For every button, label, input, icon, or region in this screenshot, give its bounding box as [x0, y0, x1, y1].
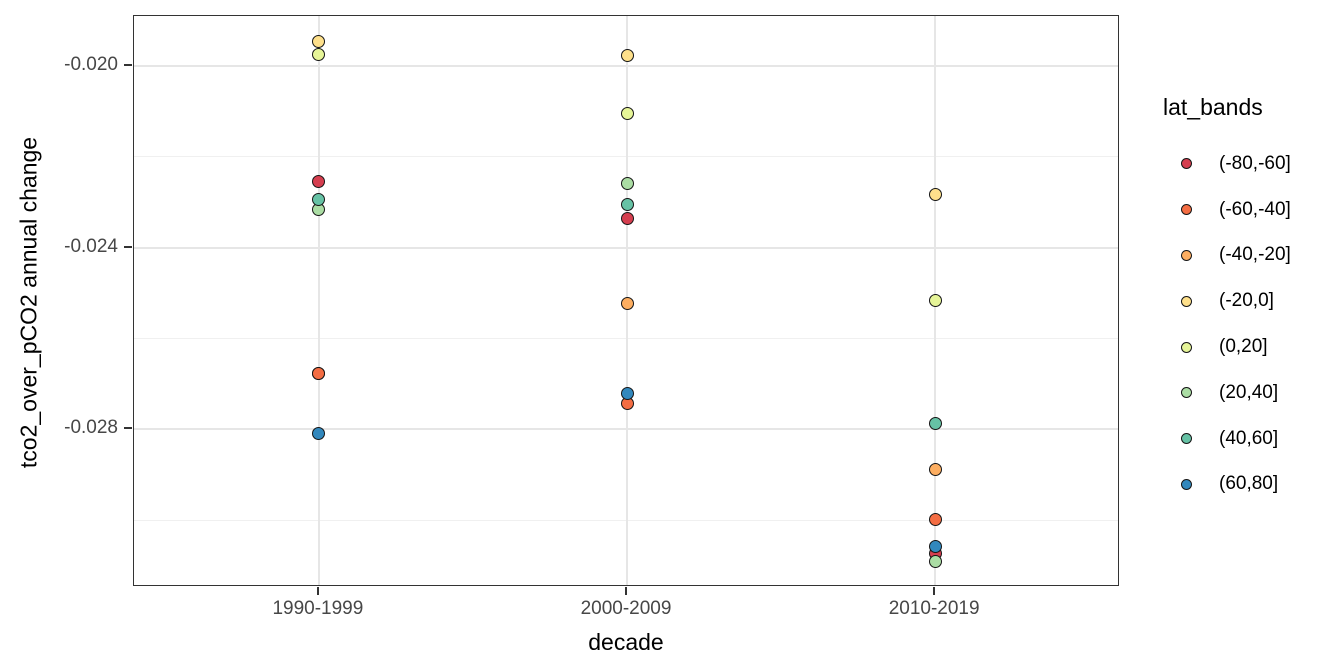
y-tick-mark	[124, 427, 132, 430]
legend-item: (-80,-60]	[1163, 141, 1341, 187]
legend-title: lat_bands	[1163, 94, 1263, 120]
data-point	[928, 555, 942, 569]
legend-item-label: (40,60]	[1219, 427, 1279, 449]
data-point	[928, 294, 942, 308]
data-point	[312, 175, 326, 189]
data-point	[312, 48, 326, 62]
data-point	[312, 193, 326, 207]
data-point	[928, 513, 942, 527]
y-tick-label: -0.020	[64, 53, 118, 75]
data-point	[620, 198, 634, 212]
legend-item: (0,20]	[1163, 324, 1341, 370]
x-tick-mark	[933, 587, 936, 595]
data-point	[620, 177, 634, 191]
data-point	[620, 297, 634, 311]
data-point	[928, 188, 942, 202]
legend: lat_bands (-80,-60] (-60,-40] (-40,-20] (-2…	[1163, 94, 1341, 507]
legend-dot-icon	[1181, 478, 1192, 490]
legend-dot-icon	[1181, 387, 1192, 399]
data-point	[312, 366, 326, 380]
data-point	[620, 212, 634, 226]
y-tick-mark	[124, 245, 132, 248]
y-tick-mark	[124, 63, 132, 66]
legend-item-label: (0,20]	[1219, 336, 1268, 358]
data-point	[312, 34, 326, 48]
x-tick-label: 2000-2009	[580, 598, 672, 619]
data-point	[312, 427, 326, 441]
legend-item: (-60,-40]	[1163, 187, 1341, 233]
data-point	[620, 107, 634, 121]
legend-dot-icon	[1181, 433, 1192, 445]
legend-item: (-40,-20]	[1163, 233, 1341, 279]
legend-dot-icon	[1181, 295, 1192, 307]
x-tick-label: 2010-2019	[888, 598, 980, 619]
x-axis-title: decade	[588, 629, 664, 655]
x-tick-mark	[625, 587, 627, 595]
legend-item-label: (-60,-40]	[1219, 198, 1291, 220]
legend-item: (40,60]	[1163, 416, 1341, 462]
data-point	[928, 462, 942, 476]
legend-item-label: (-40,-20]	[1219, 244, 1291, 266]
legend-dot-icon	[1181, 204, 1192, 216]
data-point	[620, 48, 634, 62]
x-tick-mark	[316, 587, 319, 595]
legend-item-label: (60,80]	[1219, 473, 1279, 495]
legend-item-label: (-80,-60]	[1219, 152, 1291, 174]
legend-dot-icon	[1181, 158, 1192, 170]
plot-panel	[133, 15, 1119, 586]
data-point	[620, 387, 634, 401]
legend-dot-icon	[1181, 341, 1192, 353]
legend-items: (-80,-60] (-60,-40] (-40,-20] (-20,0] (0,20]…	[1163, 141, 1341, 507]
legend-item-label: (20,40]	[1219, 381, 1279, 403]
legend-item: (-20,0]	[1163, 278, 1341, 324]
x-tick-label: 1990-1999	[272, 598, 364, 619]
legend-item-label: (-20,0]	[1219, 290, 1274, 312]
legend-item: (60,80]	[1163, 462, 1341, 508]
gridline-vertical	[317, 16, 320, 585]
data-point	[928, 539, 942, 553]
y-tick-label: -0.028	[64, 417, 118, 439]
y-axis-title: tco2_over_pCO2 annual change	[15, 136, 42, 469]
legend-item: (20,40]	[1163, 370, 1341, 416]
legend-dot-icon	[1181, 249, 1192, 261]
y-tick-label: -0.024	[64, 235, 118, 257]
data-point	[928, 416, 942, 430]
